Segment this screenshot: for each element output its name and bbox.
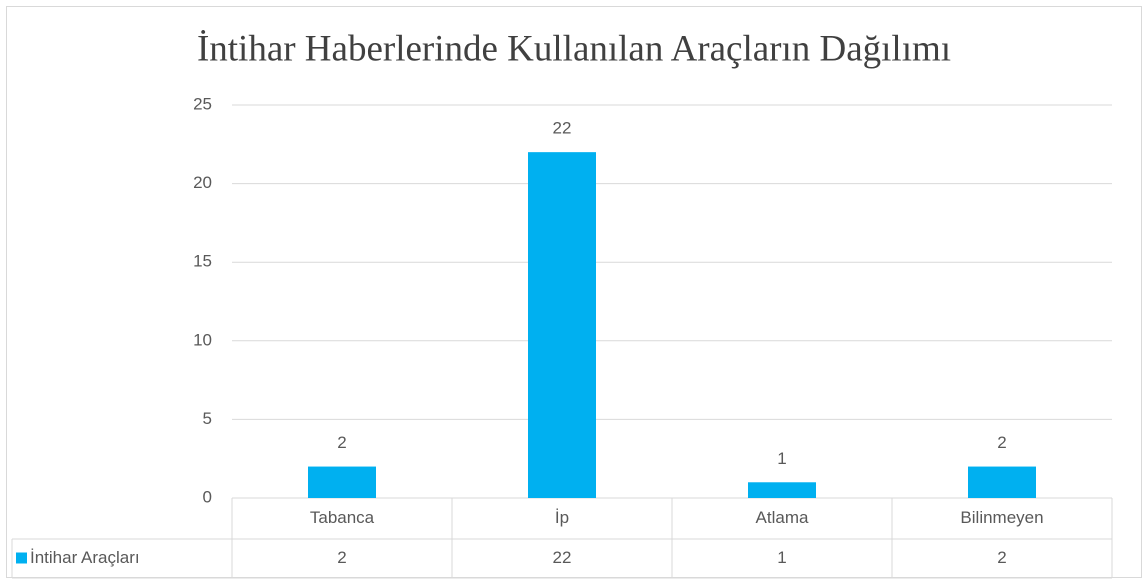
legend-label: İntihar Araçları [30,548,140,567]
x-tick-label: İp [555,508,569,527]
bar [968,466,1036,498]
x-tick-label: Tabanca [310,508,375,527]
x-tick-label: Bilinmeyen [960,508,1043,527]
bar [528,152,596,498]
bar [748,482,816,498]
table-value: 22 [553,548,572,567]
data-label: 22 [553,119,572,138]
data-label: 2 [337,433,346,452]
y-tick-label: 25 [193,94,212,113]
legend-swatch [16,552,27,564]
table-value: 2 [337,548,346,567]
data-label: 1 [777,449,786,468]
data-label: 2 [997,433,1006,452]
x-tick-label: Atlama [756,508,809,527]
bar [308,466,376,498]
table-value: 1 [777,548,786,567]
y-tick-label: 0 [203,487,212,506]
y-tick-label: 10 [193,330,212,349]
table-value: 2 [997,548,1006,567]
chart-title: İntihar Haberlerinde Kullanılan Araçları… [197,28,951,69]
y-tick-label: 20 [193,173,212,192]
y-tick-label: 15 [193,252,212,271]
y-tick-label: 5 [203,409,212,428]
